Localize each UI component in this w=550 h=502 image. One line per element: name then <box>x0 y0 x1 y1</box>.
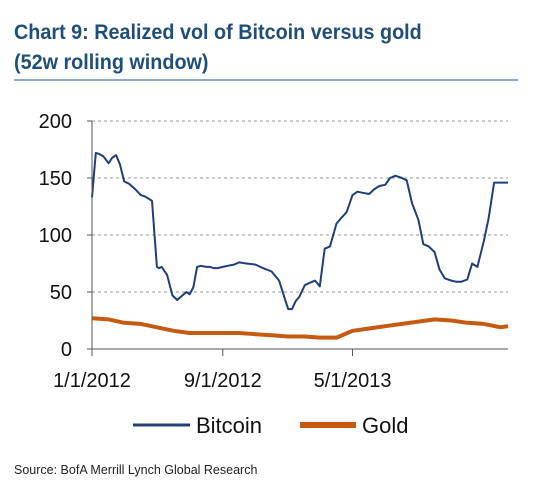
series-lines <box>91 151 509 340</box>
x-tick-label: 1/1/2012 <box>53 370 131 392</box>
axes: 0 50 100 150 200 1/1/2012 9/1/2012 5/1/2013 <box>39 111 508 392</box>
source-note: Source: BofA Merrill Lynch Global Resear… <box>14 463 258 477</box>
y-tick-label: 0 <box>61 339 72 361</box>
series-line-gold <box>91 316 509 340</box>
chart-title: Chart 9: Realized vol of Bitcoin versus … <box>14 17 492 77</box>
x-tick-label: 9/1/2012 <box>184 370 262 392</box>
series-line-bitcoin <box>91 151 508 311</box>
legend: Bitcoin Gold <box>133 413 408 438</box>
y-tick-label: 100 <box>39 225 72 247</box>
grid-lines <box>92 120 508 293</box>
x-tick-label: 5/1/2013 <box>314 370 392 392</box>
chart-title-line1: Chart 9: Realized vol of Bitcoin versus … <box>14 20 422 44</box>
y-tick-label: 150 <box>39 168 72 190</box>
y-tick-label: 200 <box>39 111 72 133</box>
chart-title-line2: (52w rolling window) <box>14 50 209 74</box>
title-divider <box>14 79 518 81</box>
legend-label-gold: Gold <box>362 413 408 438</box>
legend-label-bitcoin: Bitcoin <box>196 413 262 438</box>
y-tick-label: 50 <box>50 282 72 304</box>
